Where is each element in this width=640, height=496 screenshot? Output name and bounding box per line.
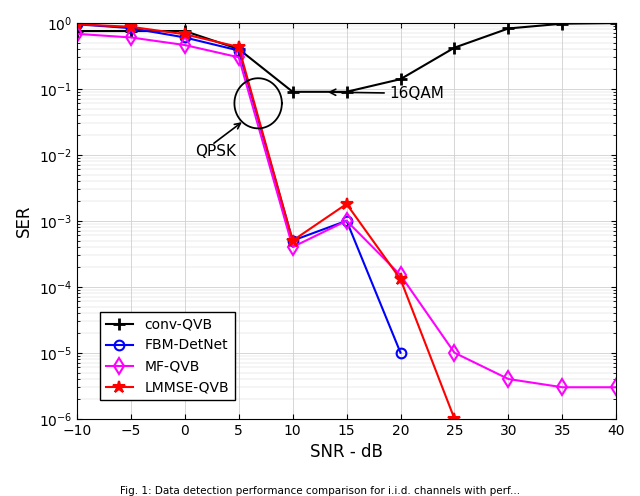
Legend: conv-QVB, FBM-DetNet, MF-QVB, LMMSE-QVB: conv-QVB, FBM-DetNet, MF-QVB, LMMSE-QVB bbox=[100, 312, 235, 400]
Line: MF-QVB: MF-QVB bbox=[71, 28, 622, 393]
Line: conv-QVB: conv-QVB bbox=[71, 17, 622, 97]
LMMSE-QVB bbox=[451, 416, 458, 422]
X-axis label: SNR - dB: SNR - dB bbox=[310, 443, 383, 461]
FBM-DetNet bbox=[127, 25, 134, 31]
LMMSE-QVB bbox=[289, 238, 296, 244]
LMMSE-QVB bbox=[343, 201, 351, 207]
conv-QVB bbox=[235, 46, 243, 52]
conv-QVB bbox=[73, 28, 81, 34]
conv-QVB bbox=[127, 28, 134, 34]
conv-QVB bbox=[451, 45, 458, 51]
conv-QVB bbox=[397, 76, 404, 82]
MF-QVB bbox=[289, 244, 296, 250]
MF-QVB bbox=[451, 350, 458, 356]
MF-QVB bbox=[235, 55, 243, 61]
FBM-DetNet bbox=[289, 238, 296, 244]
FBM-DetNet bbox=[73, 21, 81, 27]
MF-QVB bbox=[73, 31, 81, 37]
LMMSE-QVB bbox=[235, 44, 243, 50]
Text: QPSK: QPSK bbox=[196, 144, 237, 159]
MF-QVB bbox=[504, 376, 512, 382]
Text: 16QAM: 16QAM bbox=[330, 86, 445, 101]
conv-QVB bbox=[612, 20, 620, 26]
FBM-DetNet bbox=[343, 218, 351, 224]
LMMSE-QVB bbox=[127, 24, 134, 30]
LMMSE-QVB bbox=[181, 31, 189, 37]
LMMSE-QVB bbox=[73, 21, 81, 27]
MF-QVB bbox=[612, 384, 620, 390]
LMMSE-QVB bbox=[397, 276, 404, 282]
Line: LMMSE-QVB: LMMSE-QVB bbox=[70, 18, 461, 425]
MF-QVB bbox=[343, 218, 351, 224]
Text: Fig. 1: Data detection performance comparison for i.i.d. channels with perf...: Fig. 1: Data detection performance compa… bbox=[120, 486, 520, 496]
Line: FBM-DetNet: FBM-DetNet bbox=[72, 19, 405, 358]
FBM-DetNet bbox=[397, 350, 404, 356]
Y-axis label: SER: SER bbox=[15, 204, 33, 237]
MF-QVB bbox=[559, 384, 566, 390]
conv-QVB bbox=[559, 21, 566, 27]
FBM-DetNet bbox=[235, 48, 243, 54]
MF-QVB bbox=[397, 272, 404, 278]
conv-QVB bbox=[504, 25, 512, 31]
MF-QVB bbox=[127, 34, 134, 40]
conv-QVB bbox=[289, 89, 296, 95]
FBM-DetNet bbox=[181, 34, 189, 40]
conv-QVB bbox=[181, 28, 189, 34]
MF-QVB bbox=[181, 42, 189, 48]
conv-QVB bbox=[343, 89, 351, 95]
